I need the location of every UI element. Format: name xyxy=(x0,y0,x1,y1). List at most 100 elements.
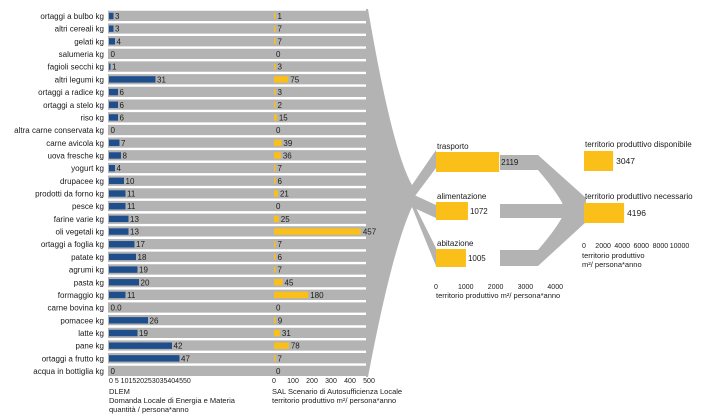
category-label: salumeria kg xyxy=(59,50,104,59)
totals-tick-label: 0 xyxy=(582,243,586,250)
totals-tick-label: 8000 xyxy=(653,243,669,250)
sal-tick-label: 500 xyxy=(363,378,375,385)
sal-bar xyxy=(274,215,279,223)
group-value-label: 2119 xyxy=(501,158,519,167)
dlem-bar xyxy=(109,329,138,337)
sal-value-label: 1 xyxy=(278,12,283,21)
sal-axis: SAL Scenario di Autosufficienza Locale t… xyxy=(272,378,402,405)
dlem-value-label: 19 xyxy=(139,266,148,275)
sal-bar xyxy=(274,279,283,286)
total-value-label: 3047 xyxy=(616,156,635,166)
totals-tick-label: 10000 xyxy=(670,243,690,250)
dlem-value-label: 7 xyxy=(121,139,126,148)
flow-to-alimentazione xyxy=(412,194,436,218)
dlem-bar xyxy=(109,25,114,32)
sal-value-label: 7 xyxy=(278,37,283,46)
sal-bar xyxy=(274,114,277,121)
groups-axis: territorio produttivo m²/ persona*anno 0… xyxy=(434,284,563,300)
sal-value-label: 75 xyxy=(290,75,299,84)
sal-value-label: 3 xyxy=(278,63,283,72)
dlem-value-label: 11 xyxy=(127,291,136,300)
dlem-bar xyxy=(109,101,118,108)
sal-value-label: 0 xyxy=(276,126,281,135)
sal-tick-label: 300 xyxy=(325,378,337,385)
sal-bar xyxy=(274,228,361,235)
flow-to-totals xyxy=(500,155,586,266)
dlem-value-label: 17 xyxy=(136,240,145,249)
total-value-label: 4196 xyxy=(627,208,646,218)
category-label: altra carne conservata kg xyxy=(14,126,104,135)
dlem-value-label: 0 xyxy=(111,126,116,135)
category-label: altri legumi kg xyxy=(55,75,104,84)
category-label: uova fresche kg xyxy=(48,151,104,160)
dlem-bar xyxy=(109,355,180,362)
totals-axis-label-1: territorio produttivo xyxy=(582,251,645,260)
sal-value-label: 0 xyxy=(276,304,281,313)
sal-value-label: 15 xyxy=(279,113,288,122)
dlem-value-label: 1 xyxy=(112,63,117,72)
total-label: territorio produttivo disponibile xyxy=(585,140,692,149)
dlem-value-label: 13 xyxy=(130,215,139,224)
category-label: pasta kg xyxy=(74,278,104,287)
groups-tick-label: 1000 xyxy=(458,284,474,291)
dlem-value-label: 31 xyxy=(157,75,166,84)
group-bar xyxy=(436,152,500,172)
totals-axis-label-2: m²/ persona*anno xyxy=(582,260,642,269)
dlem-value-label: 11 xyxy=(127,190,136,199)
group-value-label: 1072 xyxy=(470,207,488,216)
dlem-bar xyxy=(109,139,120,146)
dlem-bar xyxy=(109,63,111,70)
dlem-bar xyxy=(109,177,124,185)
dlem-bar xyxy=(109,190,126,197)
category-label: ortaggi a foglia kg xyxy=(41,240,104,249)
category-label: agrumi kg xyxy=(69,266,104,275)
dlem-value-label: 18 xyxy=(138,253,147,262)
sal-bar xyxy=(274,101,276,108)
sal-bar xyxy=(274,63,276,70)
sal-bar xyxy=(274,177,276,185)
category-label: ortaggi a stelo kg xyxy=(43,101,104,110)
category-label: drupacee kg xyxy=(60,177,104,186)
dlem-bar xyxy=(109,317,148,324)
sal-bar xyxy=(274,190,278,197)
sal-bar xyxy=(274,25,276,32)
dlem-value-label: 20 xyxy=(141,278,150,287)
dlem-value-label: 13 xyxy=(130,228,139,237)
flow-to-trasporto xyxy=(412,150,436,200)
dlem-value-label: 0.0 xyxy=(111,304,123,313)
dlem-bar xyxy=(109,76,156,83)
sal-value-label: 180 xyxy=(310,291,324,300)
category-label: patate kg xyxy=(71,253,104,262)
groups-tick-label: 0 xyxy=(434,284,438,291)
sal-value-label: 45 xyxy=(285,278,294,287)
group-label: abitazione xyxy=(437,239,474,248)
dlem-value-label: 26 xyxy=(150,316,159,325)
groups-tick-label: 4000 xyxy=(547,284,563,291)
category-label: riso kg xyxy=(80,113,104,122)
dlem-bar xyxy=(109,228,129,235)
sal-value-label: 0 xyxy=(276,50,281,59)
category-label: acqua in bottiglia kg xyxy=(33,367,104,376)
dlem-value-label: 6 xyxy=(120,113,125,122)
dlem-value-label: 10 xyxy=(126,177,135,186)
sal-value-label: 7 xyxy=(278,240,283,249)
sal-value-label: 39 xyxy=(283,139,292,148)
category-label: fagioli secchi kg xyxy=(48,63,104,72)
dlem-value-label: 4 xyxy=(117,164,122,173)
dlem-bar xyxy=(109,38,115,45)
category-label: carne avicola kg xyxy=(46,139,104,148)
category-label: formaggio kg xyxy=(58,291,104,300)
totals-tick-label: 4000 xyxy=(614,243,630,250)
sal-bar xyxy=(274,253,276,261)
groups-tick-label: 3000 xyxy=(518,284,534,291)
dlem-tick-labels: 0 5 101520253035404550 xyxy=(109,378,191,385)
group-value-label: 1005 xyxy=(468,254,486,263)
dlem-bar xyxy=(109,12,114,20)
sal-bar xyxy=(274,317,276,324)
dlem-bar xyxy=(109,203,126,210)
sal-tick-label: 200 xyxy=(306,378,318,385)
groups-axis-label: territorio produttivo m²/ persona*anno xyxy=(436,291,560,300)
flow-main xyxy=(108,9,412,378)
sal-value-label: 0 xyxy=(276,202,281,211)
